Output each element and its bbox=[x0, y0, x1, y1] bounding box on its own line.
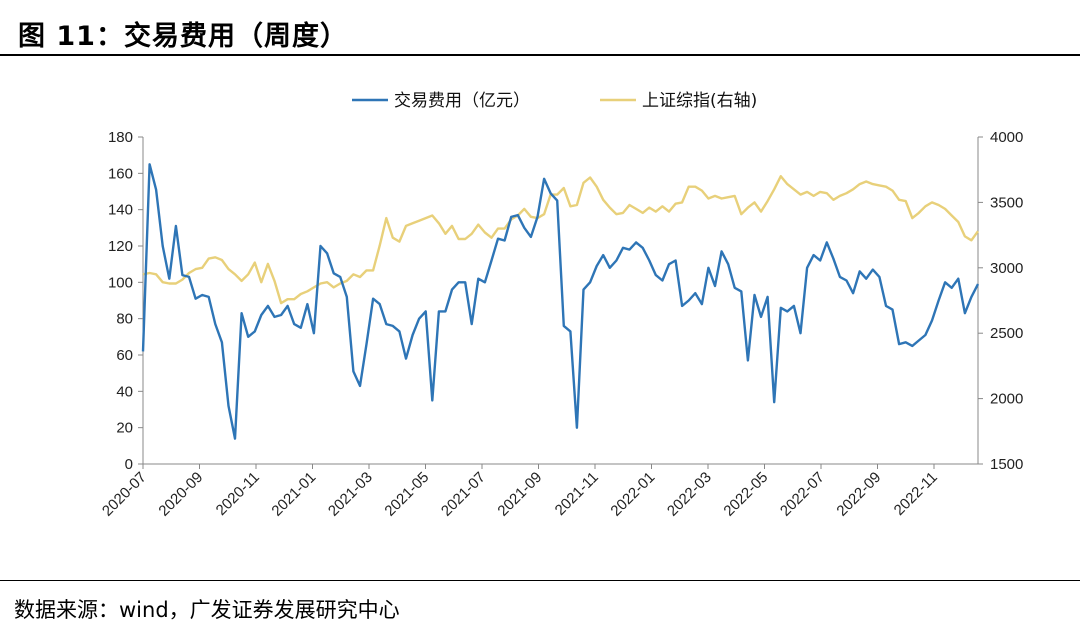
left-tick-label: 80 bbox=[116, 311, 133, 328]
right-tick-label: 3000 bbox=[990, 260, 1023, 277]
right-tick-label: 3500 bbox=[990, 194, 1023, 211]
left-tick-label: 40 bbox=[116, 383, 133, 400]
left-tick-label: 180 bbox=[108, 129, 133, 146]
line-chart: 0 20 40 60 80 100 120 140 160 180 1500 2000 2500 3000… bbox=[99, 91, 1024, 520]
right-tick-label: 1500 bbox=[990, 456, 1023, 473]
x-tick-label: 2021-03 bbox=[325, 469, 376, 520]
left-tick-label: 100 bbox=[108, 274, 133, 291]
legend-label-trading-fee: 交易费用（亿元） bbox=[394, 91, 530, 111]
x-tick-label: 2022-07 bbox=[777, 469, 828, 520]
source-rule bbox=[0, 580, 1080, 581]
x-tick-label: 2022-11 bbox=[891, 469, 941, 519]
x-tick-label: 2021-05 bbox=[381, 469, 432, 520]
title-rule bbox=[0, 54, 1080, 56]
x-tick-label: 2020-07 bbox=[99, 469, 150, 520]
series-line-trading-fee bbox=[141, 163, 980, 440]
series-line-shanghai-index bbox=[142, 174, 979, 305]
x-tick-label: 2022-03 bbox=[664, 469, 715, 520]
right-tick-label: 2000 bbox=[990, 391, 1023, 408]
left-tick-label: 20 bbox=[116, 420, 133, 437]
left-tick-label: 140 bbox=[108, 202, 133, 219]
legend-label-shanghai-index: 上证综指(右轴) bbox=[642, 91, 757, 111]
right-tick-label: 4000 bbox=[990, 129, 1023, 146]
x-tick-label: 2022-01 bbox=[607, 469, 658, 520]
right-tick-label: 2500 bbox=[990, 325, 1023, 342]
x-tick-label: 2021-01 bbox=[268, 469, 319, 520]
x-tick-label: 2021-07 bbox=[438, 469, 489, 520]
x-tick-label: 2021-09 bbox=[494, 469, 545, 520]
x-tick-label: 2020-11 bbox=[213, 469, 263, 519]
x-tick-label: 2020-09 bbox=[155, 469, 206, 520]
left-tick-label: 60 bbox=[116, 347, 133, 364]
x-tick-label: 2022-05 bbox=[720, 469, 771, 520]
left-tick-label: 160 bbox=[108, 165, 133, 182]
left-tick-label: 0 bbox=[125, 456, 133, 473]
x-tick-label: 2021-11 bbox=[552, 469, 602, 519]
source-note: 数据来源：wind，广发证券发展研究中心 bbox=[14, 598, 400, 622]
figure-title: 图 11：交易费用（周度） bbox=[18, 21, 348, 52]
left-tick-label: 120 bbox=[108, 238, 133, 255]
x-tick-label: 2022-09 bbox=[833, 469, 884, 520]
